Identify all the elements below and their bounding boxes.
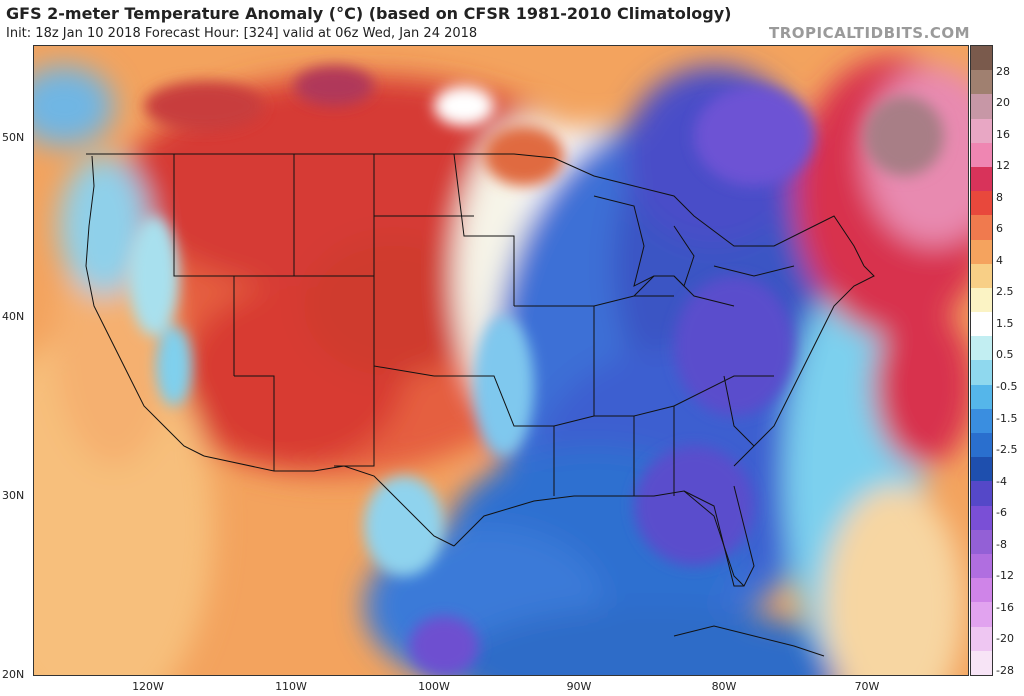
colorbar-label: -16 xyxy=(996,600,1014,614)
colorbar-label: -28 xyxy=(996,663,1014,677)
colorbar-swatch xyxy=(971,142,992,167)
colorbar-swatch xyxy=(971,360,992,385)
colorbar-label: 28 xyxy=(996,64,1010,78)
colorbar-swatch xyxy=(971,408,992,433)
brand-watermark: TROPICALTIDBITS.COM xyxy=(769,24,970,42)
colorbar-swatch xyxy=(971,166,992,192)
colorbar-labels: 28 20 16 12 8 6 4 2.5 1.5 0.5 -0.5 -1.5 -2.5 -4 -6 -8 -1… xyxy=(996,45,1024,676)
lat-label-50n: 50N xyxy=(2,131,25,144)
colorbar-swatch xyxy=(971,70,992,95)
lon-label-80w: 80W xyxy=(711,680,737,693)
colorbar-swatch xyxy=(971,529,992,554)
colorbar-swatch xyxy=(971,553,992,579)
colorbar-label: 0.5 xyxy=(996,348,1014,362)
colorbar-swatch xyxy=(971,505,992,530)
colorbar-label: 8 xyxy=(996,190,1003,204)
political-borders-lines xyxy=(85,153,875,657)
lat-label-40n: 40N xyxy=(2,310,25,323)
colorbar-swatch xyxy=(971,263,992,288)
colorbar-swatch xyxy=(971,287,992,313)
colorbar-label: -12 xyxy=(996,569,1014,583)
colorbar-swatch xyxy=(971,191,992,216)
map-subtitle: Init: 18z Jan 10 2018 Forecast Hour: [32… xyxy=(6,26,478,41)
map-title: GFS 2-meter Temperature Anomaly (°C) (ba… xyxy=(6,4,732,23)
colorbar-swatch xyxy=(971,336,992,361)
colorbar-swatch xyxy=(971,433,992,458)
colorbar-label: 20 xyxy=(996,96,1010,110)
colorbar-swatch xyxy=(971,239,992,264)
lon-label-100w: 100W xyxy=(418,680,450,693)
colorbar-swatch xyxy=(971,94,992,119)
colorbar-swatch xyxy=(971,384,992,409)
lat-label-20n: 20N xyxy=(2,668,25,681)
anomaly-map-graphic xyxy=(34,46,968,675)
colorbar-swatch xyxy=(971,312,992,337)
colorbar-swatch xyxy=(971,626,992,651)
colorbar-label: 4 xyxy=(996,253,1003,267)
colorbar-label: 1.5 xyxy=(996,316,1014,330)
anomaly-field-detail xyxy=(129,66,944,675)
colorbar-label: 2.5 xyxy=(996,285,1014,299)
colorbar-label: -6 xyxy=(996,506,1007,520)
colorbar-label: 12 xyxy=(996,159,1010,173)
colorbar-label: 6 xyxy=(996,222,1003,236)
colorbar-swatch xyxy=(971,578,992,603)
lon-label-110w: 110W xyxy=(275,680,307,693)
colorbar-label: 16 xyxy=(996,127,1010,141)
colorbar-label: -20 xyxy=(996,632,1014,646)
colorbar-swatch xyxy=(971,118,992,143)
colorbar-swatch xyxy=(971,650,992,675)
lat-label-30n: 30N xyxy=(2,489,25,502)
colorbar-swatch xyxy=(971,602,992,627)
lon-label-120w: 120W xyxy=(132,680,164,693)
colorbar-swatch xyxy=(971,46,992,71)
colorbar-swatch xyxy=(971,481,992,506)
colorbar-label: -0.5 xyxy=(996,380,1018,394)
colorbar-label: -2.5 xyxy=(996,443,1018,457)
colorbar-swatch xyxy=(971,215,992,240)
colorbar xyxy=(970,45,993,676)
colorbar-swatch xyxy=(971,457,992,482)
colorbar-label: -4 xyxy=(996,474,1007,488)
colorbar-label: -1.5 xyxy=(996,411,1018,425)
colorbar-label: -8 xyxy=(996,537,1007,551)
anomaly-map xyxy=(33,45,969,676)
lon-label-90w: 90W xyxy=(566,680,592,693)
lon-label-70w: 70W xyxy=(854,680,880,693)
